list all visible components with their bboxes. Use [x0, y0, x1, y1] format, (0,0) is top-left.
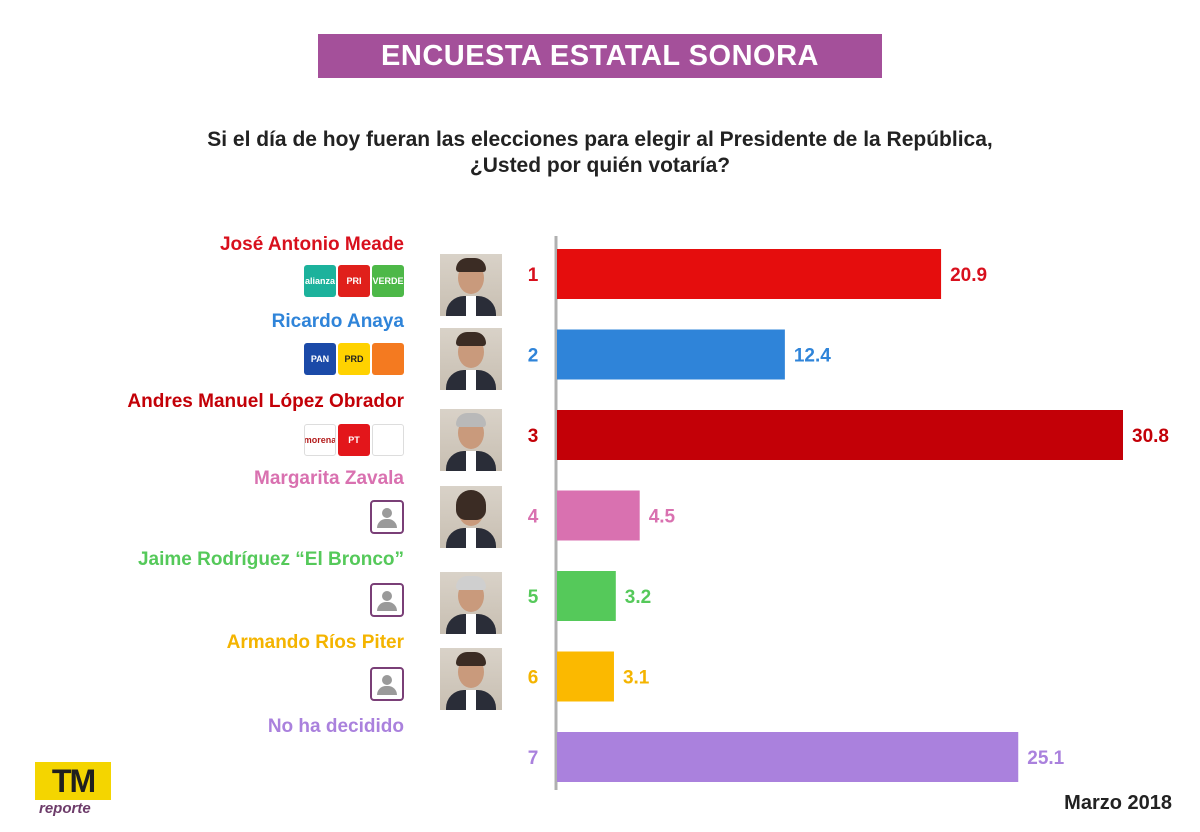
candidate-photo-2 — [440, 328, 502, 390]
question-line-2: ¿Usted por quién votaría? — [469, 154, 731, 177]
candidate-name-1: José Antonio Meade — [219, 234, 404, 255]
photo-hair-shape — [456, 652, 486, 666]
rank-label-2: 2 — [528, 346, 539, 367]
value-label-3: 30.8 — [1132, 426, 1169, 447]
party-logos-5 — [370, 583, 404, 617]
candidate-name-7: No ha decidido — [267, 716, 404, 737]
rank-label-4: 4 — [528, 507, 539, 528]
candidate-name-2: Ricardo Anaya — [271, 311, 404, 332]
value-label-7: 25.1 — [1027, 748, 1064, 769]
page-title: ENCUESTA ESTATAL SONORA — [381, 39, 819, 72]
party-logos-1: alianza PRI VERDE — [304, 264, 404, 298]
photo-shirt-shape — [466, 690, 476, 710]
title-banner: ENCUESTA ESTATAL SONORA — [318, 34, 882, 78]
pri-logo: PRI — [338, 265, 370, 297]
rank-label-1: 1 — [528, 265, 539, 286]
value-label-6: 3.1 — [623, 668, 650, 689]
value-label-4: 4.5 — [649, 507, 676, 528]
value-label-2: 12.4 — [794, 346, 831, 367]
bar-1 — [557, 249, 942, 299]
pvem-logo: VERDE — [372, 265, 404, 297]
bar-4 — [557, 490, 640, 541]
party-logos-2: PAN PRD — [304, 342, 404, 376]
candidate-photo-1 — [440, 254, 502, 316]
party-logos-3: morena PT — [304, 423, 404, 457]
bar-6 — [557, 651, 614, 702]
photo-hair-shape — [456, 490, 486, 520]
value-label-1: 20.9 — [950, 265, 987, 286]
independent-candidate-icon — [370, 500, 404, 534]
bar-7 — [557, 732, 1019, 782]
pan-logo: PAN — [304, 343, 336, 375]
brand-logo-mark: TM — [35, 762, 111, 800]
morena-logo: morena — [304, 424, 336, 456]
value-label-5: 3.2 — [625, 587, 651, 608]
photo-hair-shape — [456, 413, 486, 427]
photo-shirt-shape — [466, 370, 476, 390]
person-body-shape — [377, 519, 397, 528]
bar-5 — [557, 571, 616, 621]
photo-shirt-shape — [466, 614, 476, 634]
photo-shirt-shape — [466, 528, 476, 548]
person-head-shape — [382, 591, 392, 601]
candidate-photo-5 — [440, 572, 502, 634]
rank-label-5: 5 — [528, 587, 539, 608]
brand-logo-subtitle: reporte — [39, 800, 91, 817]
candidate-name-5: Jaime Rodríguez “El Bronco” — [137, 549, 404, 570]
party-logos-4 — [370, 500, 404, 534]
rank-label-3: 3 — [528, 426, 539, 447]
bar-3 — [557, 410, 1123, 460]
candidate-photo-3 — [440, 409, 502, 471]
person-head-shape — [382, 508, 392, 518]
pt-logo: PT — [338, 424, 370, 456]
party-logos-6 — [370, 667, 404, 701]
photo-shirt-shape — [466, 296, 476, 316]
encuentro-social-logo — [372, 424, 404, 456]
candidate-photo-4 — [440, 486, 502, 548]
independent-candidate-icon — [370, 583, 404, 617]
candidate-name-3: Andres Manuel López Obrador — [127, 391, 404, 412]
photo-hair-shape — [456, 332, 486, 346]
candidate-name-4: Margarita Zavala — [254, 468, 404, 489]
bar-2 — [557, 329, 785, 380]
photo-hair-shape — [456, 258, 486, 272]
movimiento-ciudadano-logo — [372, 343, 404, 375]
independent-candidate-icon — [370, 667, 404, 701]
survey-date: Marzo 2018 — [1064, 792, 1172, 814]
person-body-shape — [377, 686, 397, 695]
candidate-photo-6 — [440, 648, 502, 710]
photo-shirt-shape — [466, 451, 476, 471]
prd-logo: PRD — [338, 343, 370, 375]
brand-logo: TM reporte — [35, 762, 111, 818]
rank-label-6: 6 — [528, 668, 539, 689]
person-body-shape — [377, 602, 397, 611]
photo-hair-shape — [456, 576, 486, 590]
question-line-1: Si el día de hoy fueran las elecciones p… — [207, 128, 993, 151]
candidate-name-6: Armando Ríos Piter — [226, 632, 404, 653]
rank-label-7: 7 — [528, 748, 539, 769]
nueva-alianza-logo: alianza — [304, 265, 336, 297]
person-head-shape — [382, 675, 392, 685]
